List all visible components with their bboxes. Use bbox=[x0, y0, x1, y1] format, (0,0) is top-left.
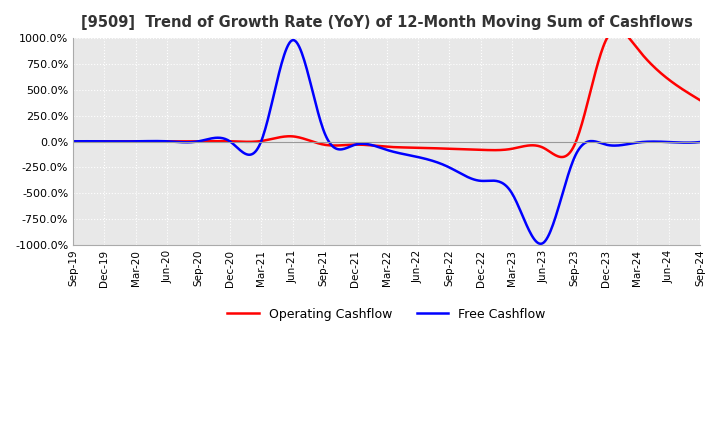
Operating Cashflow bbox=[370, 143, 379, 148]
Free Cashflow bbox=[289, 37, 297, 43]
Operating Cashflow bbox=[69, 139, 78, 144]
Free Cashflow bbox=[536, 241, 545, 246]
Operating Cashflow bbox=[408, 145, 417, 150]
Operating Cashflow bbox=[696, 98, 704, 103]
Free Cashflow bbox=[409, 154, 418, 159]
Operating Cashflow bbox=[366, 143, 375, 148]
Operating Cashflow bbox=[584, 98, 593, 103]
Free Cashflow bbox=[368, 143, 377, 148]
Free Cashflow bbox=[372, 143, 380, 149]
Operating Cashflow bbox=[683, 90, 692, 95]
Operating Cashflow bbox=[442, 146, 451, 151]
Line: Free Cashflow: Free Cashflow bbox=[73, 40, 700, 244]
Free Cashflow bbox=[444, 164, 452, 169]
Free Cashflow bbox=[69, 139, 78, 144]
Line: Operating Cashflow: Operating Cashflow bbox=[73, 30, 700, 157]
Free Cashflow bbox=[696, 139, 704, 145]
Legend: Operating Cashflow, Free Cashflow: Operating Cashflow, Free Cashflow bbox=[222, 303, 551, 326]
Title: [9509]  Trend of Growth Rate (YoY) of 12-Month Moving Sum of Cashflows: [9509] Trend of Growth Rate (YoY) of 12-… bbox=[81, 15, 693, 30]
Free Cashflow bbox=[585, 139, 594, 144]
Operating Cashflow bbox=[557, 154, 566, 160]
Operating Cashflow bbox=[613, 27, 621, 33]
Free Cashflow bbox=[683, 140, 692, 145]
